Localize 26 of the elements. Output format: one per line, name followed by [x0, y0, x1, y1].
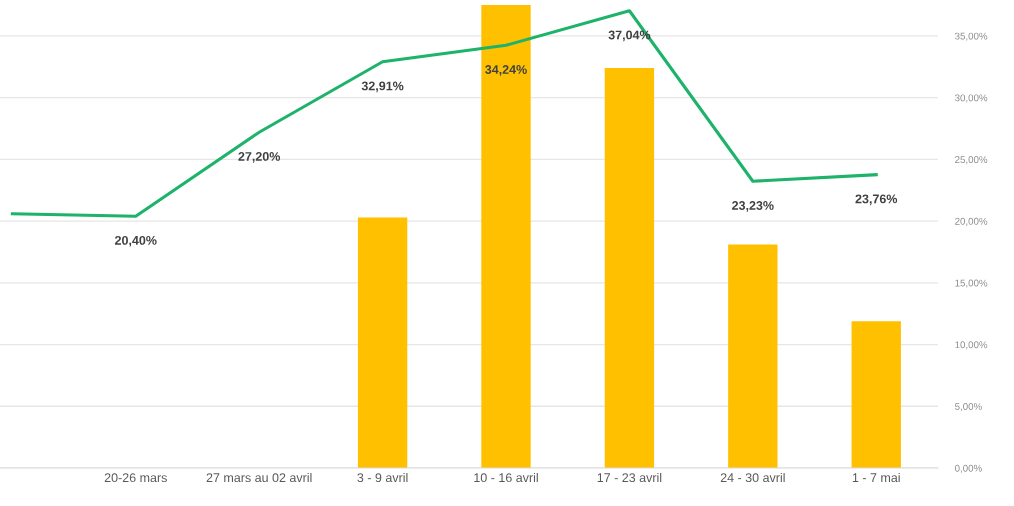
- data-label: 34,24%: [485, 65, 527, 76]
- y-tick-label: 25,00%: [955, 156, 988, 165]
- data-label: 20,40%: [114, 235, 157, 247]
- data-label: 32,91%: [361, 81, 404, 93]
- y-tick-label: 35,00%: [954, 32, 988, 41]
- data-label: 23,23%: [732, 201, 774, 212]
- y-tick-label: 10,00%: [955, 341, 988, 350]
- y-tick-label: 15,00%: [955, 279, 988, 288]
- data-label: 23,76%: [855, 194, 898, 206]
- x-tick-label: 1 - 7 mai: [852, 472, 900, 483]
- data-label: 27,20%: [238, 152, 281, 163]
- bar: [728, 244, 778, 469]
- bar: [357, 217, 408, 469]
- x-tick-label: 24 - 30 avril: [720, 472, 785, 483]
- y-tick-label: 0,00%: [955, 464, 982, 473]
- x-tick-label: 17 - 23 avril: [597, 472, 662, 483]
- x-tick-label: 20-26 mars: [104, 473, 167, 483]
- bar: [604, 68, 655, 469]
- x-tick-label: 3 - 9 avril: [357, 472, 408, 483]
- x-tick-label: 27 mars au 02 avril: [206, 472, 312, 483]
- x-tick-label: 10 - 16 avril: [474, 472, 538, 483]
- y-tick-label: 30,00%: [954, 94, 988, 103]
- bar: [851, 321, 901, 469]
- y-tick-label: 20,00%: [955, 217, 988, 226]
- bar: [481, 5, 531, 469]
- y-tick-label: 5,00%: [955, 403, 982, 412]
